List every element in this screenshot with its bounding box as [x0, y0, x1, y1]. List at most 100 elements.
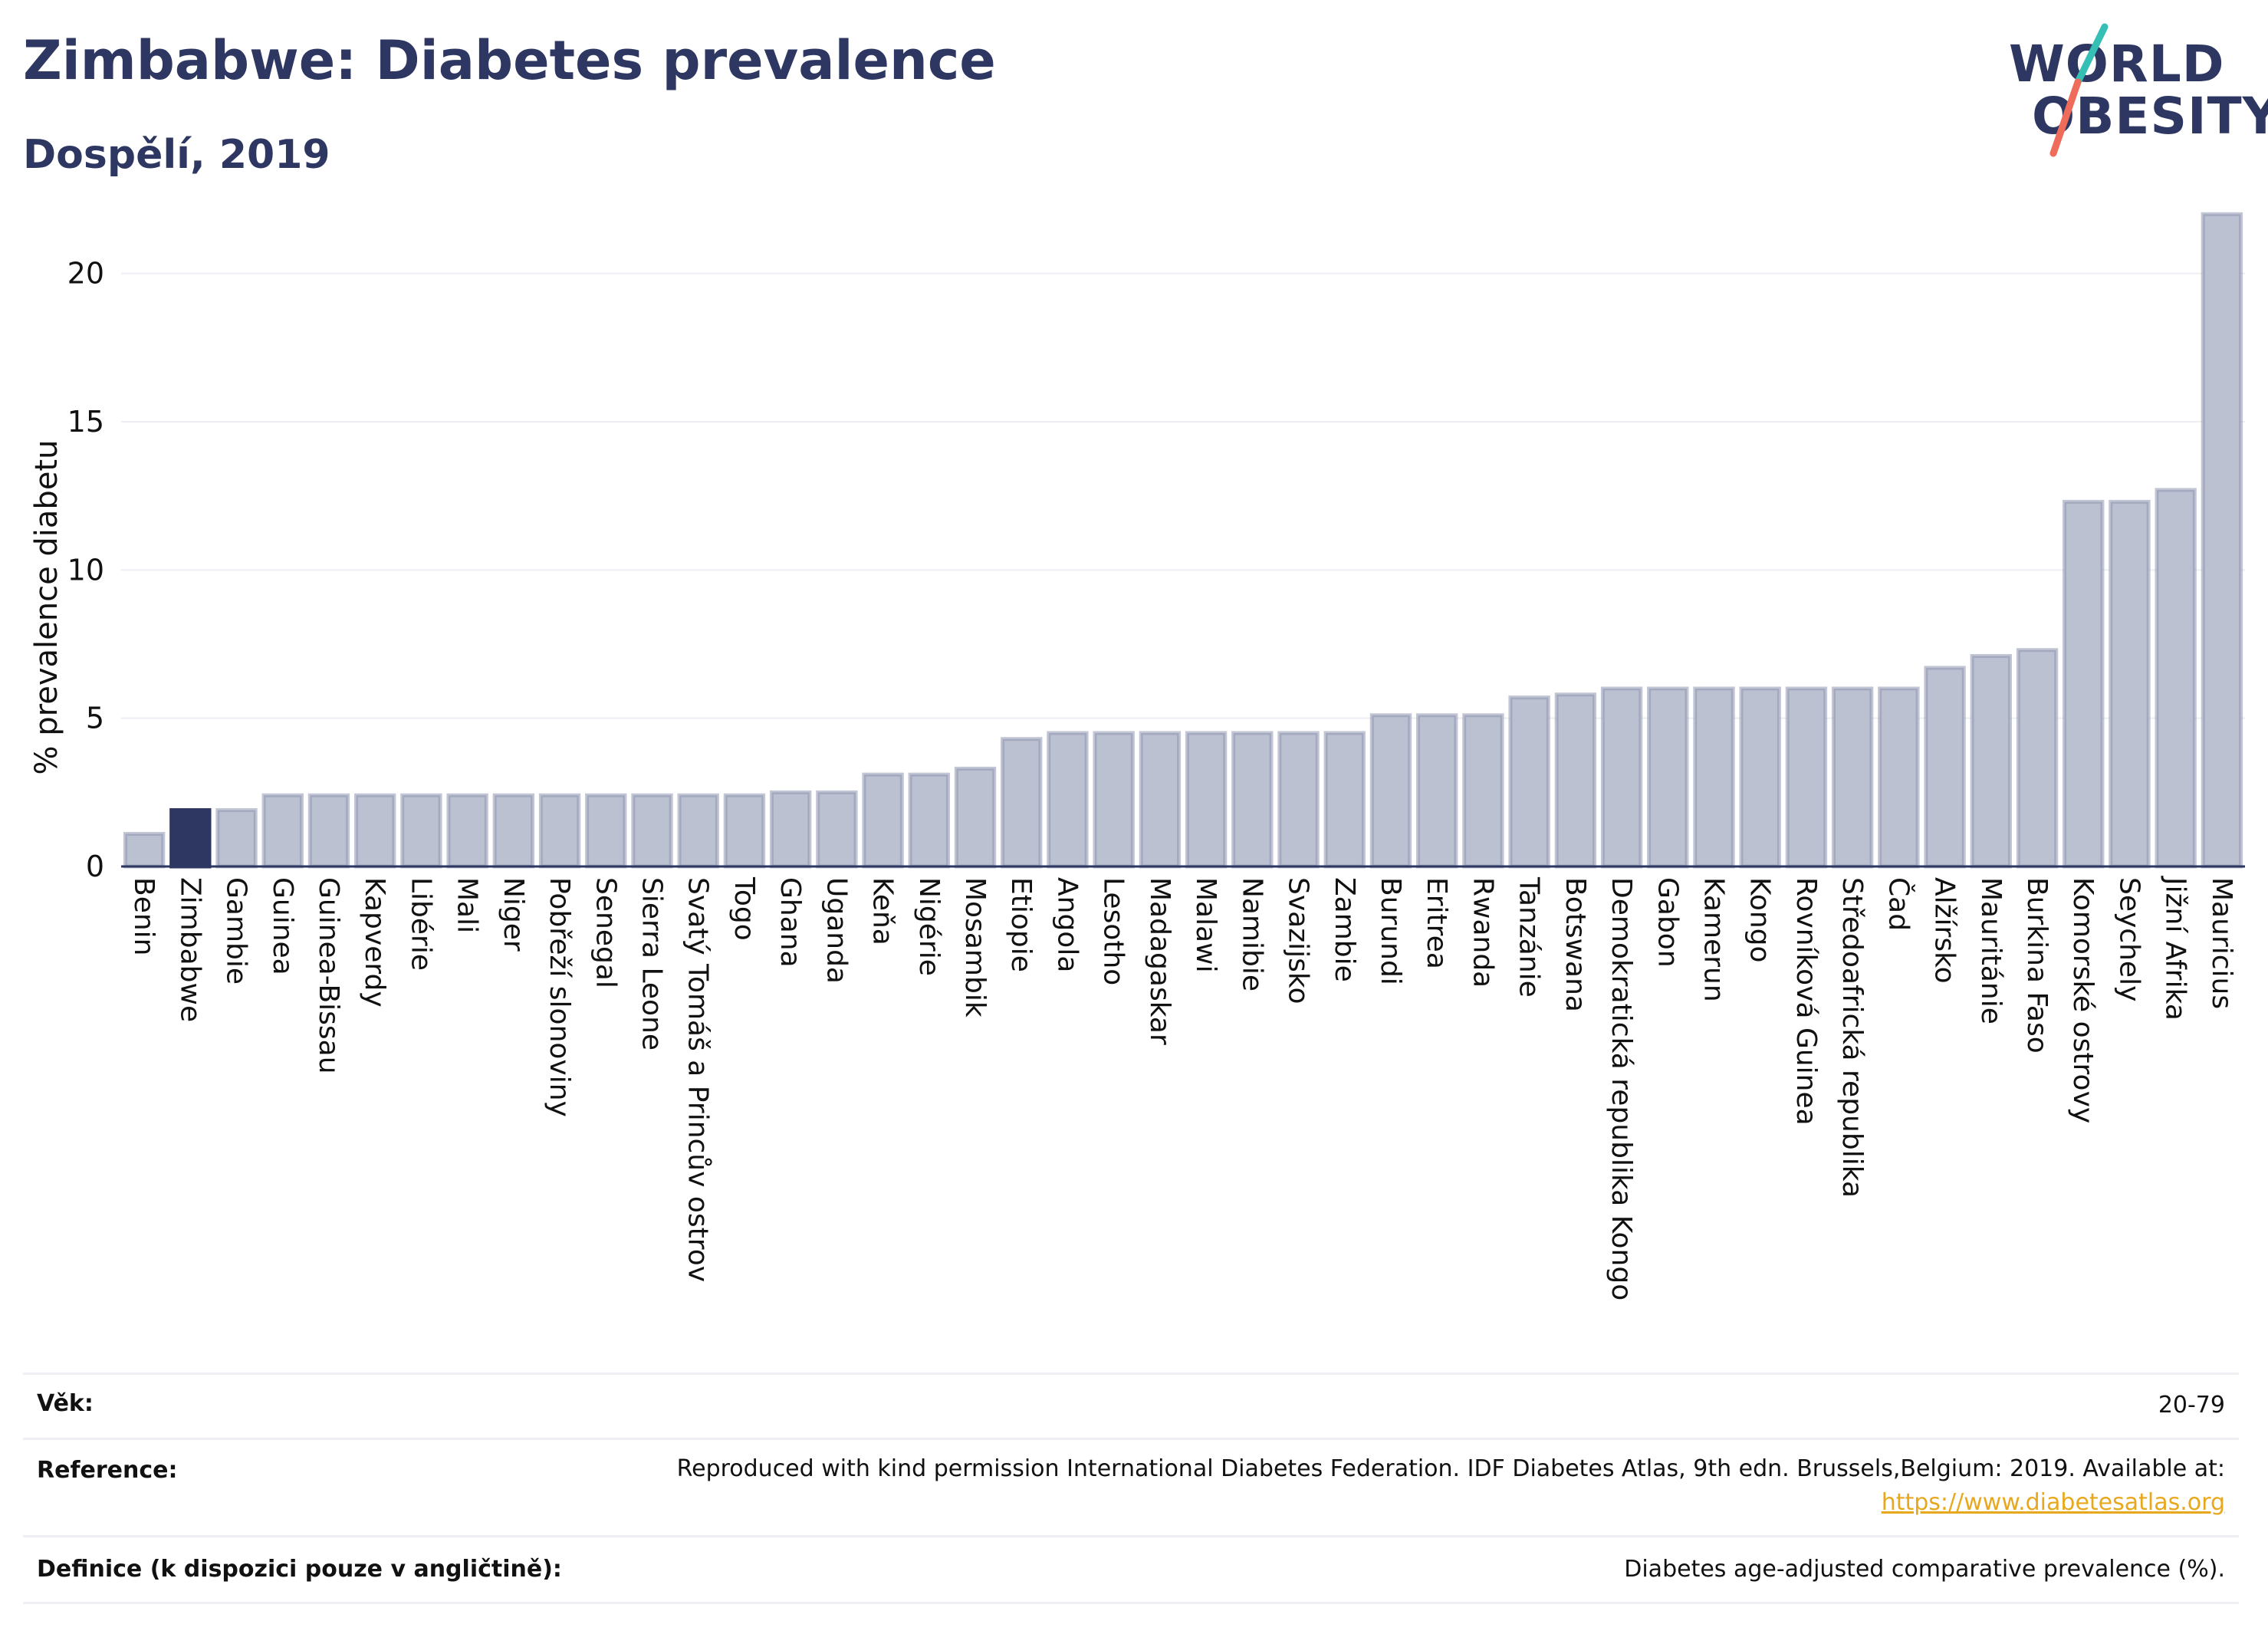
- x-tick-label: Burundi: [1375, 877, 1406, 985]
- bar-country[interactable]: [446, 793, 488, 869]
- bar-country[interactable]: [1693, 686, 1735, 869]
- x-tick-label: Tanzánie: [1514, 876, 1545, 998]
- bar-country[interactable]: [1093, 731, 1135, 869]
- bar-country[interactable]: [1001, 737, 1043, 869]
- x-tick-label: Seychely: [2113, 877, 2145, 1001]
- bar-country[interactable]: [631, 793, 673, 869]
- bar-country[interactable]: [1185, 731, 1228, 869]
- bar-country[interactable]: [1785, 686, 1828, 869]
- bar-country[interactable]: [400, 793, 442, 869]
- reference-text: Reproduced with kind permission Internat…: [676, 1455, 2225, 1482]
- x-tick-labels: Benin Zimbabwe Gambie Guinea Guinea-Bissau Ka…: [128, 876, 2237, 1300]
- bar-country[interactable]: [1508, 695, 1550, 869]
- bar-country[interactable]: [2109, 499, 2151, 869]
- bar-country[interactable]: [1878, 686, 1920, 869]
- x-tick-label: Zimbabwe: [174, 877, 205, 1022]
- bar-highlighted[interactable]: [169, 808, 212, 869]
- x-tick-label: Komorské ostrovy: [2067, 877, 2099, 1123]
- y-tick-label: 5: [86, 702, 104, 735]
- logo-slash-icon: [2049, 23, 2109, 157]
- grid-lines: [121, 272, 2245, 719]
- bar-country[interactable]: [2063, 499, 2105, 869]
- bar-country[interactable]: [1231, 731, 1274, 869]
- x-tick-label: Kongo: [1744, 877, 1776, 963]
- bar-country[interactable]: [769, 790, 812, 869]
- info-row-age: Věk: 20-79: [23, 1373, 2239, 1438]
- bar-country[interactable]: [1139, 731, 1182, 869]
- x-tick-label: Eritrea: [1421, 877, 1452, 969]
- bar-country[interactable]: [2155, 488, 2197, 869]
- x-tick-label: Čad: [1882, 877, 1915, 931]
- bar-country[interactable]: [1647, 686, 1689, 869]
- world-obesity-logo: WORLD OBESITY: [2001, 19, 2268, 165]
- bar-country[interactable]: [2201, 212, 2243, 869]
- x-tick-label: Etiopie: [1005, 877, 1037, 972]
- y-tick-labels: 0 5 10 15 20: [67, 257, 104, 883]
- bar-country[interactable]: [1323, 731, 1366, 869]
- x-tick-label: Gabon: [1652, 877, 1683, 968]
- x-tick-label: Malawi: [1190, 877, 1221, 973]
- bar-country[interactable]: [723, 793, 766, 869]
- definition-value: Diabetes age-adjusted comparative preval…: [1624, 1556, 2225, 1583]
- bar-country[interactable]: [1970, 653, 2012, 869]
- definition-label: Definice (k dispozici pouze v angličtině…: [37, 1556, 562, 1583]
- bar-country[interactable]: [215, 808, 258, 869]
- y-tick-label: 0: [86, 850, 104, 883]
- x-tick-label: Madagaskar: [1144, 877, 1175, 1045]
- bar-country[interactable]: [123, 831, 166, 869]
- x-tick-label: Středoafrická republika: [1836, 877, 1868, 1198]
- x-tick-label: Svatý Tomáš a Princův ostrov: [682, 877, 714, 1282]
- age-value: 20-79: [2158, 1392, 2225, 1419]
- bar-country[interactable]: [307, 793, 350, 869]
- x-tick-label: Kapverdy: [359, 877, 390, 1008]
- bar-country[interactable]: [585, 793, 627, 869]
- x-tick-label: Svazijsko: [1283, 877, 1314, 1004]
- x-tick-label: Namibie: [1236, 877, 1267, 991]
- logo-line-1: WORLD: [2009, 35, 2225, 94]
- bar-country[interactable]: [261, 793, 304, 869]
- bar-country[interactable]: [1416, 713, 1458, 869]
- bar-country[interactable]: [1600, 686, 1643, 869]
- bar-country[interactable]: [1047, 731, 1089, 869]
- x-tick-label: Jižní Afrika: [2160, 876, 2191, 1021]
- bar-country[interactable]: [816, 790, 858, 869]
- page-title: Zimbabwe: Diabetes prevalence: [23, 29, 996, 92]
- x-tick-label: Togo: [728, 876, 760, 941]
- bar-country[interactable]: [1924, 666, 1966, 869]
- x-tick-label: Niger: [498, 877, 529, 952]
- reference-label: Reference:: [37, 1457, 178, 1484]
- x-tick-label: Lesotho: [1098, 877, 1129, 985]
- bar-country[interactable]: [862, 772, 904, 869]
- bar-country[interactable]: [2016, 648, 2059, 869]
- x-tick-label: Guinea: [267, 877, 298, 975]
- bar-country[interactable]: [908, 772, 950, 869]
- x-tick-label: Angola: [1051, 877, 1083, 972]
- bar-country[interactable]: [492, 793, 535, 869]
- x-tick-label: Guinea-Bissau: [313, 877, 344, 1074]
- bar-country[interactable]: [1831, 686, 1874, 869]
- x-tick-label: Ghana: [774, 877, 806, 968]
- bar-country[interactable]: [677, 793, 719, 869]
- bar-country[interactable]: [1554, 692, 1597, 869]
- age-label: Věk:: [37, 1390, 94, 1417]
- reference-value: Reproduced with kind permission Internat…: [677, 1452, 2225, 1520]
- info-row-definition: Definice (k dispozici pouze v angličtině…: [23, 1535, 2239, 1604]
- x-tick-label: Gambie: [221, 877, 252, 985]
- bar-country[interactable]: [1369, 713, 1412, 869]
- info-row-reference: Reference: Reproduced with kind permissi…: [23, 1438, 2239, 1535]
- x-tick-label: Mali: [452, 877, 483, 933]
- x-tick-label: Sierra Leone: [636, 877, 668, 1050]
- bar-country[interactable]: [1277, 731, 1320, 869]
- bar-country[interactable]: [354, 793, 396, 869]
- bar-country[interactable]: [954, 766, 997, 869]
- bar-country[interactable]: [538, 793, 581, 869]
- y-tick-label: 10: [67, 553, 104, 587]
- reference-link[interactable]: https://www.diabetesatlas.org: [1881, 1489, 2225, 1516]
- x-tick-label: Keňa: [867, 877, 899, 945]
- bar-country[interactable]: [1739, 686, 1781, 869]
- bar-country[interactable]: [1462, 713, 1504, 869]
- x-tick-label: Zambie: [1329, 877, 1360, 982]
- y-tick-label: 15: [67, 405, 104, 439]
- x-tick-label: Uganda: [820, 877, 852, 984]
- x-tick-label: Pobřeží slonoviny: [544, 877, 575, 1117]
